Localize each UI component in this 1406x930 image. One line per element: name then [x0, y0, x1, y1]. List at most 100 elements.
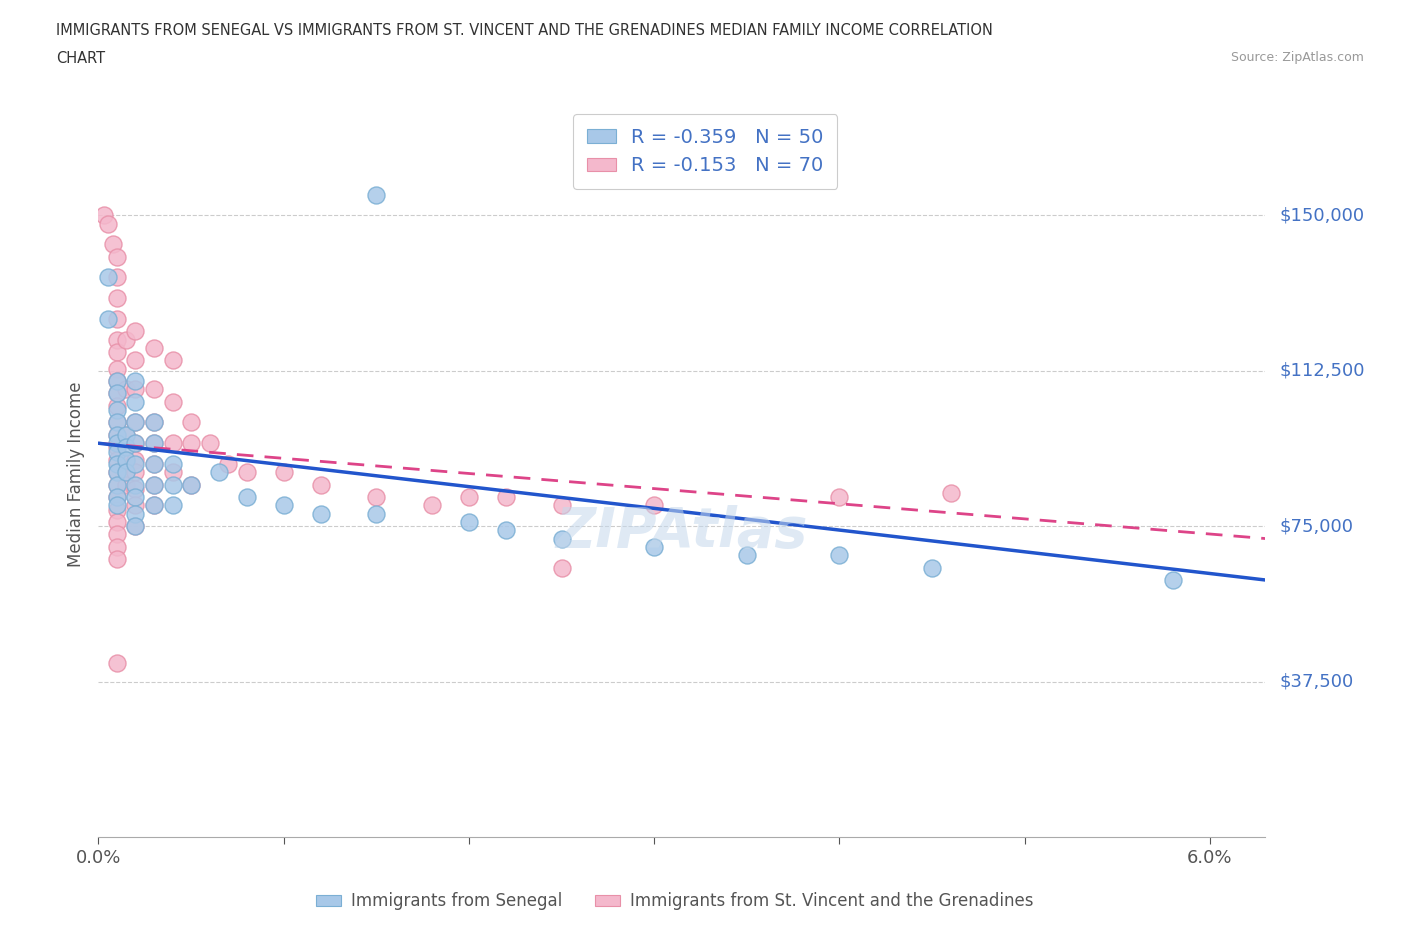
- Point: [420, 498, 443, 512]
- Point: [124, 482, 146, 497]
- Point: [105, 332, 128, 347]
- Point: [208, 465, 231, 480]
- Point: [124, 498, 146, 512]
- Point: [105, 490, 128, 505]
- Point: [115, 428, 138, 443]
- Text: $75,000: $75,000: [1279, 517, 1354, 535]
- Point: [921, 560, 943, 575]
- Point: [198, 436, 221, 451]
- Point: [124, 477, 146, 492]
- Point: [124, 519, 146, 534]
- Point: [105, 436, 128, 451]
- Point: [105, 551, 128, 566]
- Point: [105, 477, 128, 492]
- Point: [105, 428, 128, 443]
- Point: [309, 506, 332, 521]
- Point: [235, 490, 257, 505]
- Point: [105, 477, 128, 492]
- Point: [180, 436, 202, 451]
- Point: [217, 457, 239, 472]
- Point: [235, 465, 257, 480]
- Point: [1161, 573, 1184, 588]
- Y-axis label: Median Family Income: Median Family Income: [66, 381, 84, 567]
- Point: [495, 490, 517, 505]
- Point: [105, 361, 128, 376]
- Text: Source: ZipAtlas.com: Source: ZipAtlas.com: [1230, 51, 1364, 64]
- Point: [457, 490, 479, 505]
- Point: [105, 270, 128, 285]
- Point: [105, 498, 128, 512]
- Point: [180, 477, 202, 492]
- Point: [105, 452, 128, 467]
- Point: [97, 270, 120, 285]
- Point: [124, 519, 146, 534]
- Point: [550, 531, 572, 546]
- Point: [105, 465, 128, 480]
- Point: [105, 440, 128, 455]
- Legend: R = -0.359   N = 50, R = -0.153   N = 70: R = -0.359 N = 50, R = -0.153 N = 70: [574, 114, 838, 189]
- Point: [105, 457, 128, 472]
- Point: [105, 415, 128, 430]
- Text: CHART: CHART: [56, 51, 105, 66]
- Point: [115, 465, 138, 480]
- Point: [143, 340, 166, 355]
- Point: [180, 415, 202, 430]
- Point: [124, 415, 146, 430]
- Point: [105, 514, 128, 529]
- Point: [115, 440, 138, 455]
- Point: [97, 216, 120, 231]
- Point: [735, 548, 758, 563]
- Point: [105, 386, 128, 401]
- Text: $37,500: $37,500: [1279, 672, 1354, 691]
- Legend: Immigrants from Senegal, Immigrants from St. Vincent and the Grenadines: Immigrants from Senegal, Immigrants from…: [309, 885, 1040, 917]
- Point: [105, 374, 128, 389]
- Point: [143, 457, 166, 472]
- Point: [143, 415, 166, 430]
- Point: [105, 312, 128, 326]
- Point: [143, 457, 166, 472]
- Point: [143, 382, 166, 397]
- Point: [105, 345, 128, 360]
- Point: [93, 207, 115, 222]
- Point: [124, 436, 146, 451]
- Point: [105, 444, 128, 458]
- Point: [115, 452, 138, 467]
- Point: [643, 498, 665, 512]
- Point: [143, 415, 166, 430]
- Point: [550, 560, 572, 575]
- Point: [180, 477, 202, 492]
- Point: [124, 352, 146, 367]
- Point: [124, 415, 146, 430]
- Point: [828, 490, 851, 505]
- Point: [162, 457, 184, 472]
- Text: $150,000: $150,000: [1279, 206, 1364, 224]
- Point: [105, 291, 128, 306]
- Point: [124, 465, 146, 480]
- Point: [366, 187, 388, 202]
- Point: [124, 506, 146, 521]
- Point: [115, 428, 138, 443]
- Point: [273, 498, 295, 512]
- Point: [309, 477, 332, 492]
- Point: [124, 457, 146, 472]
- Point: [124, 324, 146, 339]
- Point: [143, 477, 166, 492]
- Point: [143, 477, 166, 492]
- Point: [105, 502, 128, 517]
- Point: [457, 514, 479, 529]
- Point: [366, 506, 388, 521]
- Point: [115, 452, 138, 467]
- Point: [124, 490, 146, 505]
- Point: [124, 452, 146, 467]
- Point: [143, 436, 166, 451]
- Point: [105, 415, 128, 430]
- Point: [124, 374, 146, 389]
- Point: [105, 386, 128, 401]
- Point: [103, 237, 125, 252]
- Point: [105, 428, 128, 443]
- Point: [495, 523, 517, 538]
- Point: [124, 436, 146, 451]
- Point: [162, 394, 184, 409]
- Point: [162, 436, 184, 451]
- Point: [105, 539, 128, 554]
